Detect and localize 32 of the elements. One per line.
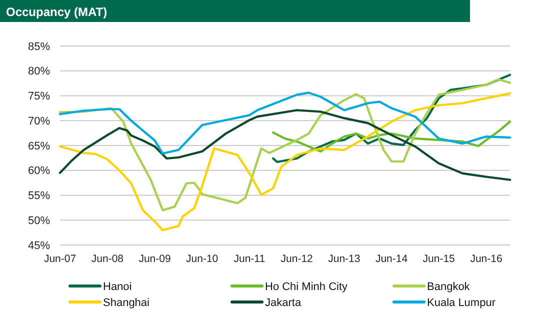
y-tick-label: 45% (28, 240, 50, 252)
x-tick-label: Jun-15 (422, 253, 456, 265)
y-tick-label: 85% (28, 40, 50, 53)
y-tick-label: 55% (28, 190, 50, 202)
x-tick-label: Jun-08 (91, 253, 124, 265)
line-series (58, 78, 512, 212)
chart-title: Occupancy (MAT) (6, 5, 108, 19)
legend-label: Bangkok (427, 280, 470, 293)
line-series (58, 92, 512, 155)
x-tick-label: Jun-16 (470, 253, 502, 265)
y-tick-label: 50% (28, 214, 50, 227)
y-tick-label: 65% (28, 140, 50, 152)
line-series (272, 120, 512, 153)
legend-label: Shanghai (103, 296, 150, 309)
line-series (58, 92, 512, 232)
x-tick-label: Jun-09 (138, 253, 171, 265)
y-tick-label: 80% (28, 66, 50, 78)
line-series (58, 109, 512, 181)
y-tick-label: 75% (28, 90, 50, 103)
x-tick-label: Jun-12 (280, 253, 314, 265)
x-tick-label: Jun-14 (375, 253, 408, 265)
legend-label: Jakarta (265, 296, 302, 309)
x-tick-label: Jun-07 (44, 253, 76, 265)
y-tick-label: 70% (28, 115, 50, 128)
y-tick-label: 60% (28, 165, 50, 178)
legend-label: Kuala Lumpur (427, 296, 496, 309)
legend-label: Ho Chi Minh City (265, 280, 348, 293)
x-tick-label: Jun-11 (234, 253, 266, 265)
legend-label: Hanoi (103, 280, 132, 293)
line-series (272, 74, 512, 164)
x-tick-label: Jun-10 (186, 253, 218, 265)
x-tick-label: Jun-13 (328, 253, 360, 265)
